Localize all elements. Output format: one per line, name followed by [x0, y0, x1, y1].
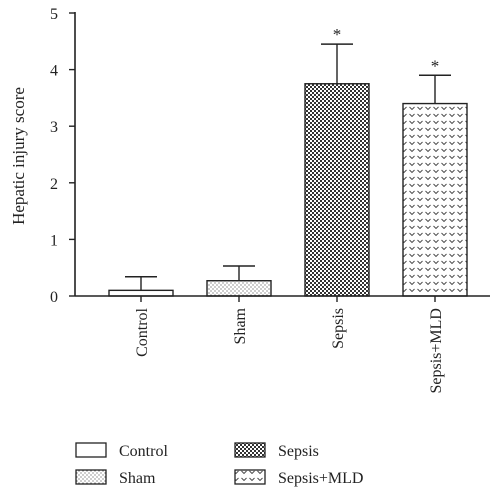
legend-swatch — [234, 442, 266, 458]
legend-swatch — [75, 442, 107, 458]
x-tick-label: Sepsis+MLD — [428, 308, 445, 393]
bar-sham — [206, 280, 272, 297]
y-axis-label: Hepatic injury score — [9, 87, 28, 225]
legend: Control Sham Sepsis Sepsis+MLD — [75, 442, 363, 487]
bars: ** — [108, 25, 468, 297]
y-tick-label: 5 — [50, 6, 58, 23]
legend-label: Sepsis+MLD — [278, 470, 363, 487]
y-axis-ticks: 0 1 2 3 4 5 — [50, 6, 75, 306]
x-tick-label: Control — [134, 307, 151, 356]
legend-label: Control — [119, 443, 168, 460]
bar-control — [108, 289, 174, 297]
y-tick-label: 0 — [50, 289, 58, 306]
bar-sepsis-mld — [402, 102, 468, 297]
x-tick-label: Sham — [232, 307, 249, 344]
x-axis-ticks: Control Sham Sepsis Sepsis+MLD — [134, 296, 445, 393]
y-tick-label: 1 — [50, 232, 58, 249]
bar-sepsis — [304, 83, 370, 297]
legend-swatch — [75, 469, 107, 485]
y-tick-label: 2 — [50, 176, 58, 193]
legend-label: Sham — [119, 470, 156, 487]
legend-swatch — [234, 469, 266, 485]
y-tick-label: 4 — [50, 63, 58, 80]
significance-marker: * — [333, 25, 342, 44]
legend-label: Sepsis — [278, 443, 319, 460]
y-tick-label: 3 — [50, 119, 58, 136]
significance-marker: * — [431, 56, 440, 75]
x-tick-label: Sepsis — [330, 308, 347, 349]
